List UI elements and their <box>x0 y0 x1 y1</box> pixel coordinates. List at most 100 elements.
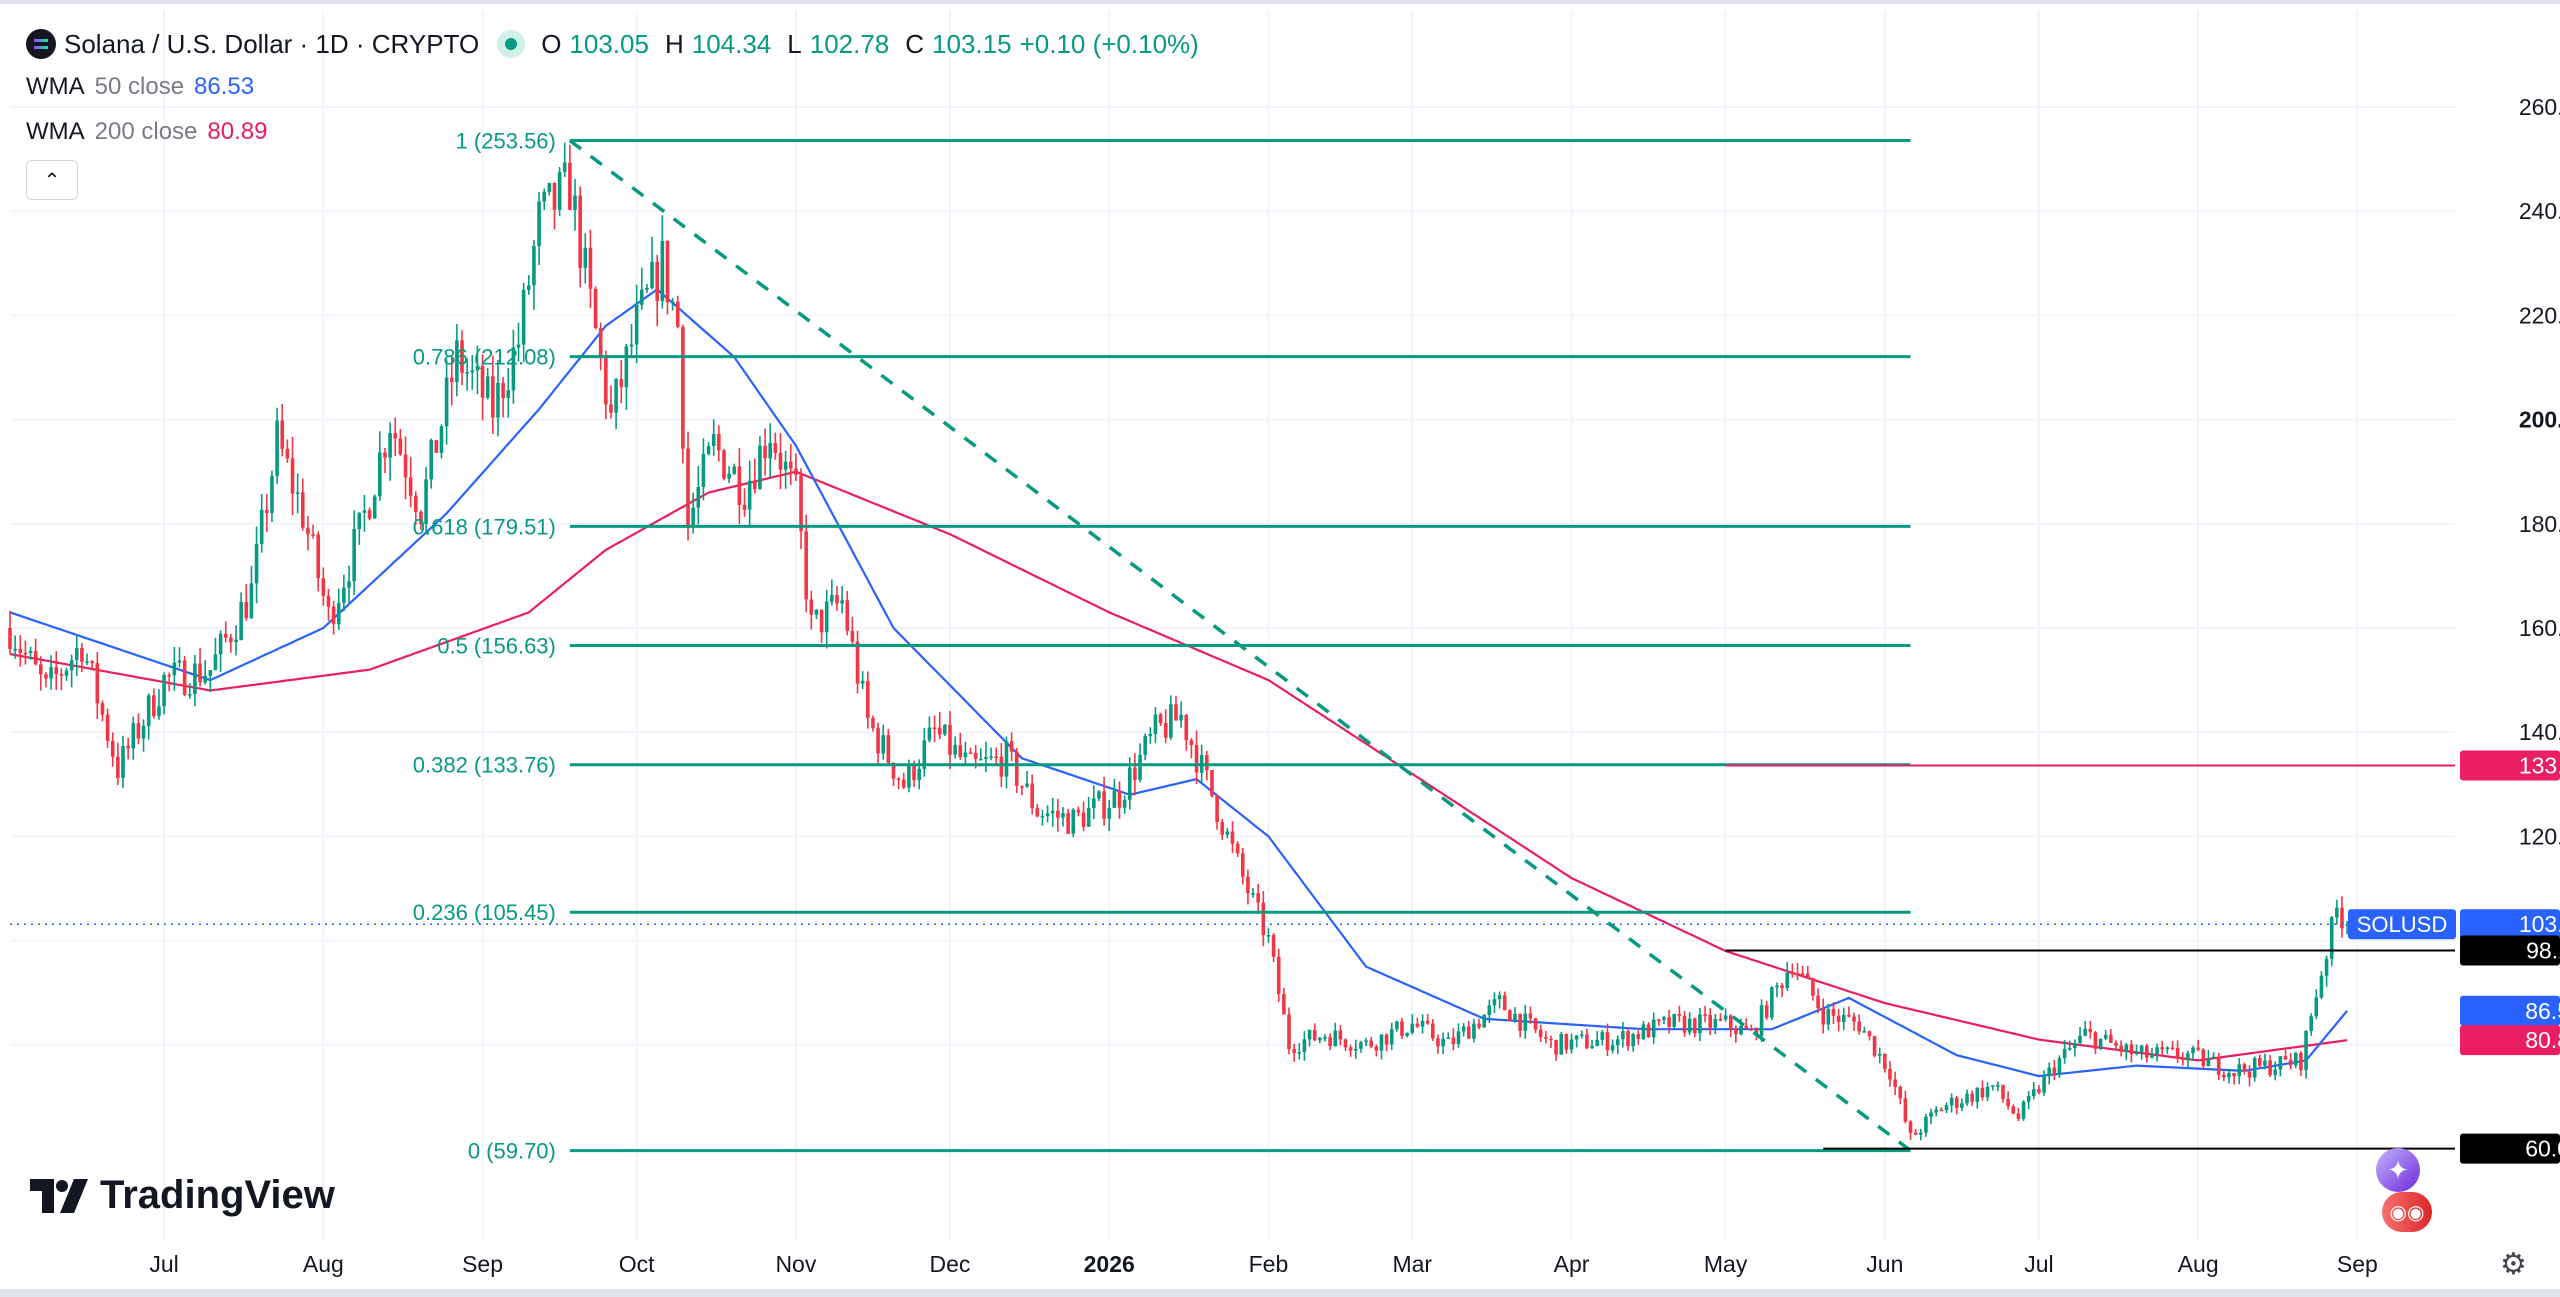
candle-body <box>1924 1116 1928 1133</box>
bottom-border <box>0 1289 2560 1297</box>
candle <box>223 621 228 643</box>
currency-flags-icon[interactable]: ◉◉ <box>2382 1192 2432 1232</box>
candle-body <box>141 725 146 739</box>
candle <box>850 616 855 647</box>
candle <box>1343 1038 1348 1052</box>
candle <box>2309 1013 2313 1036</box>
candle-body <box>1071 809 1076 834</box>
candle <box>2139 1044 2144 1060</box>
time-tick-label: Oct <box>619 1251 655 1277</box>
price-labels: 133.62 103.15 SOLUSD 98.11 86.53 80.89 60.07 <box>2348 750 2560 1164</box>
candle-body <box>1826 1008 1831 1025</box>
candle-body <box>187 694 192 696</box>
candle <box>1970 1090 1974 1106</box>
candle-body <box>1990 1085 1995 1087</box>
candle-body <box>1235 843 1240 854</box>
candle <box>2057 1055 2062 1079</box>
candle <box>932 715 937 743</box>
price-axis[interactable]: 260.00 240.00 220.00 200.00 180.00 160.00 140.… <box>2519 94 2560 849</box>
candle <box>2324 955 2329 987</box>
horizontal-lines[interactable] <box>10 764 2455 1150</box>
candle <box>1482 1013 1486 1028</box>
candle <box>819 609 824 644</box>
candle <box>1965 1089 1969 1106</box>
candle-body <box>655 261 660 302</box>
candle <box>383 447 387 474</box>
candle-body <box>18 648 23 653</box>
candle-body <box>49 667 53 679</box>
candle-body <box>881 735 886 754</box>
candle <box>1076 806 1081 817</box>
gear-icon[interactable]: ⚙ <box>2500 1248 2527 1281</box>
candle-body <box>1610 1045 1615 1051</box>
candle-body <box>973 752 978 759</box>
candle <box>2263 1053 2267 1070</box>
candle-body <box>645 287 649 290</box>
candle-body <box>516 344 521 348</box>
candle-body <box>968 752 973 754</box>
candle <box>711 419 716 456</box>
candle-body <box>532 246 536 286</box>
candle-body <box>1836 1015 1841 1022</box>
candle <box>275 407 279 484</box>
candle <box>254 526 259 604</box>
candle <box>1384 1033 1389 1052</box>
symbol-row[interactable]: Solana / U.S. Dollar · 1D · CRYPTO O 103.… <box>26 24 1199 64</box>
candle-body <box>419 511 423 525</box>
candle <box>1985 1082 1990 1102</box>
candle <box>69 654 74 688</box>
candle-body <box>1949 1097 1954 1106</box>
candle-body <box>1898 1086 1903 1099</box>
candle <box>1338 1025 1343 1046</box>
candle <box>2093 1031 2098 1055</box>
candle <box>1939 1107 1944 1112</box>
candle-body <box>213 654 218 671</box>
candle <box>1990 1085 1995 1091</box>
candle-body <box>2037 1089 2041 1093</box>
candle <box>2114 1040 2118 1049</box>
candle-body <box>1138 754 1142 780</box>
candle-body <box>465 372 469 374</box>
candle-body <box>1544 1037 1548 1039</box>
fibonacci-retracement[interactable]: 1 (253.56) 0.786 (212.08) 0.618 (179.51) 0.… <box>413 129 1912 1164</box>
time-axis[interactable]: Jul Aug Sep Oct Nov Dec 2026 Feb Mar Apr May Jun Jul… <box>149 1251 2377 1277</box>
candle-body <box>326 595 331 607</box>
candle-body <box>1883 1053 1887 1069</box>
candle-body <box>737 466 742 506</box>
candle <box>629 323 634 358</box>
candle-body <box>1240 853 1245 877</box>
candle <box>1929 1108 1933 1125</box>
candle <box>1805 965 1810 979</box>
candle <box>583 233 588 284</box>
candle <box>2227 1069 2231 1084</box>
candle <box>768 423 773 478</box>
candle-body <box>1605 1032 1610 1051</box>
indicator-wma200[interactable]: WMA 200 close 80.89 <box>26 109 1199 154</box>
candle <box>1847 1006 1851 1018</box>
candle-body <box>90 661 94 664</box>
candle <box>249 565 254 619</box>
candle <box>1441 1032 1445 1054</box>
candle-body <box>876 728 880 754</box>
candle-body <box>624 346 629 388</box>
tradingview-logo[interactable]: TradingView <box>30 1173 335 1218</box>
candle <box>1579 1030 1584 1039</box>
market-status-icon[interactable] <box>497 30 526 58</box>
candle <box>1374 1044 1379 1057</box>
candle-body <box>891 762 896 779</box>
collapse-legend-button[interactable]: ⌃ <box>26 160 78 200</box>
symbol-title[interactable]: Solana / U.S. Dollar · 1D · CRYPTO <box>64 28 480 59</box>
candle-body <box>1004 741 1009 777</box>
candle-body <box>686 448 690 526</box>
candle-body <box>1009 741 1014 752</box>
indicator-wma50[interactable]: WMA 50 close 86.53 <box>26 64 1199 109</box>
sparkle-icon[interactable]: ✦ <box>2376 1148 2420 1192</box>
candle <box>1359 1040 1363 1053</box>
candle-body <box>275 420 279 476</box>
candle <box>419 510 423 530</box>
candle <box>203 660 207 685</box>
candle <box>357 512 362 545</box>
candle <box>1919 1128 1923 1141</box>
candle <box>1775 982 1779 998</box>
